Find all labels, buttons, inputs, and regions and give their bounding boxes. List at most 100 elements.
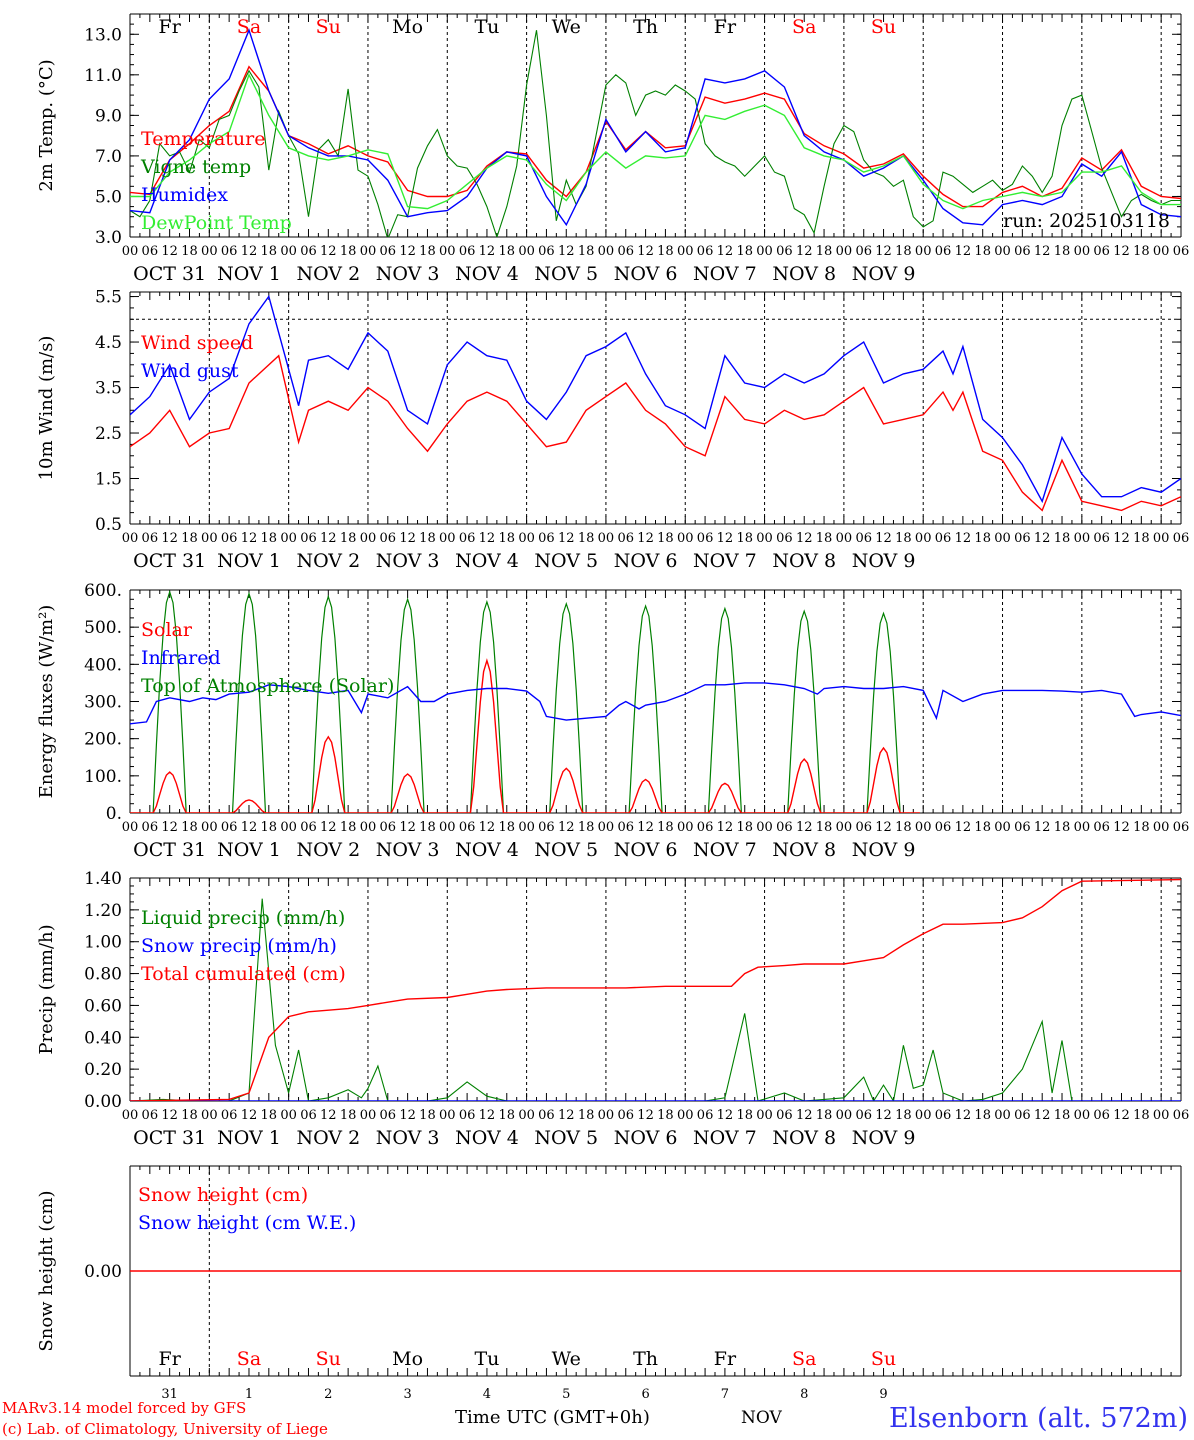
x-hour-label: 06 [855, 1108, 872, 1123]
x-hour-label: 18 [1133, 531, 1150, 546]
series-dewpoint-temp [130, 72, 1181, 210]
x-date-label: NOV 8 [772, 1127, 836, 1149]
x-date-label: NOV 7 [693, 1127, 757, 1149]
x-hour-label: 06 [1173, 531, 1190, 546]
x-hour-label: 06 [697, 244, 714, 259]
x-hour-label: 12 [320, 244, 337, 259]
x-hour-label: 12 [1034, 531, 1051, 546]
x-hour-label: 12 [796, 1108, 813, 1123]
x-hour-label: 00 [360, 820, 377, 835]
x-hour-label: 12 [955, 531, 972, 546]
y-tick-label: 11.0 [84, 66, 122, 86]
x-hour-label: 00 [756, 820, 773, 835]
x-hour-label: 12 [1034, 820, 1051, 835]
series-liquid-precip-mm-h- [130, 898, 1181, 1101]
x-date-label: NOV 7 [693, 839, 757, 861]
x-hour-label: 06 [380, 531, 397, 546]
x-date-label: NOV 2 [296, 839, 360, 861]
x-hour-label: 06 [1093, 1108, 1110, 1123]
x-hour-label: 18 [499, 1108, 516, 1123]
x-hour-label: 18 [340, 244, 357, 259]
x-date-label: NOV 3 [376, 263, 440, 285]
legend-entry: DewPoint Temp [141, 212, 292, 234]
day-number-label: 3 [403, 1387, 411, 1402]
x-hour-label: 00 [598, 244, 615, 259]
y-tick-label: 1.20 [84, 901, 122, 921]
panel-temp: 3.05.07.09.011.013.02m Temp. (°C)00 06 12 1… [36, 13, 1189, 285]
x-hour-label: 12 [717, 244, 734, 259]
x-hour-label: 06 [1014, 244, 1031, 259]
y-tick-label: 5.0 [95, 187, 122, 207]
x-hour-label: 12 [796, 244, 813, 259]
x-hour-label: 00 [122, 1108, 139, 1123]
x-hour-label: 00 [280, 1108, 297, 1123]
y-axis-label: Energy fluxes (W/m²) [36, 605, 57, 799]
x-hour-label: 12 [637, 244, 654, 259]
x-hour-label: 00 [518, 244, 535, 259]
y-tick-label: 4.5 [95, 333, 122, 353]
x-hour-label: 18 [261, 1108, 278, 1123]
x-hour-label: 18 [657, 1108, 674, 1123]
x-hour-label: 18 [974, 1108, 991, 1123]
x-hour-label: 18 [816, 531, 833, 546]
y-tick-label: 3.5 [95, 379, 122, 399]
x-hour-label: 00 [518, 531, 535, 546]
y-tick-label: 200. [84, 730, 122, 750]
x-hour-label: 00 [280, 244, 297, 259]
x-hour-label: 00 [201, 1108, 218, 1123]
series-temperature [130, 65, 1181, 208]
x-hour-label: 00 [201, 244, 218, 259]
x-date-label: NOV 8 [772, 839, 836, 861]
x-axis-label: Time UTC (GMT+0h) [455, 1407, 650, 1428]
x-hour-label: 06 [1014, 820, 1031, 835]
x-hour-label: 06 [855, 531, 872, 546]
run-label: run: 2025103118 [1003, 210, 1170, 232]
x-hour-label: 06 [221, 244, 238, 259]
x-hour-label: 06 [459, 244, 476, 259]
x-hour-label: 06 [459, 820, 476, 835]
y-tick-label: 3.0 [95, 228, 122, 248]
y-axis-label: 10m Wind (m/s) [36, 336, 57, 481]
x-hour-label: 00 [280, 531, 297, 546]
x-date-label: NOV 3 [376, 1127, 440, 1149]
x-hour-label: 18 [1133, 1108, 1150, 1123]
x-hour-label: 00 [915, 820, 932, 835]
x-hour-label: 12 [1113, 531, 1130, 546]
x-hour-label: 12 [1034, 1108, 1051, 1123]
x-hour-label: 00 [518, 1108, 535, 1123]
x-hour-label: 00 [1153, 531, 1170, 546]
x-date-label: NOV 1 [217, 263, 281, 285]
x-date-label: NOV 7 [693, 550, 757, 572]
series-vigne-temp [130, 30, 1181, 237]
x-hour-label: 00 [598, 531, 615, 546]
x-hour-label: 06 [538, 244, 555, 259]
y-tick-label: 0.00 [84, 1262, 122, 1282]
day-number-label: 7 [721, 1387, 729, 1402]
data-flux [130, 590, 1181, 813]
x-hour-label: 06 [221, 531, 238, 546]
x-date-label: NOV 4 [455, 550, 519, 572]
x-hour-label: 18 [419, 1108, 436, 1123]
x-hour-label: 12 [479, 1108, 496, 1123]
x-hour-label: 12 [479, 244, 496, 259]
x-hour-label: 18 [499, 244, 516, 259]
y-tick-label: 0.20 [84, 1060, 122, 1080]
day-number-label: 8 [800, 1387, 808, 1402]
x-hour-label: 12 [955, 244, 972, 259]
series-solar [130, 658, 920, 813]
station-label: Elsenborn (alt. 572m) [889, 1403, 1188, 1434]
x-hour-label: 00 [122, 820, 139, 835]
x-hour-label: 00 [994, 820, 1011, 835]
x-hour-label: 18 [895, 244, 912, 259]
y-tick-label: 500. [84, 618, 122, 638]
x-hour-label: 00 [677, 244, 694, 259]
x-hour-label: 12 [796, 531, 813, 546]
panel-snow: 0.00 Snow height (cm) Fr Sa Su Mo Tu We Th Fr Sa Su… [36, 1165, 1182, 1402]
x-hour-label: 06 [1093, 820, 1110, 835]
panel-flux: 0. 100. 200. 300. 400. 500. 600. Energy fluxes … [36, 581, 1189, 861]
x-hour-label: 12 [479, 531, 496, 546]
day-name-label: Sa [237, 1348, 261, 1370]
x-hour-label: 18 [736, 244, 753, 259]
x-hour-label: 00 [1153, 1108, 1170, 1123]
x-date-label: NOV 5 [534, 839, 598, 861]
